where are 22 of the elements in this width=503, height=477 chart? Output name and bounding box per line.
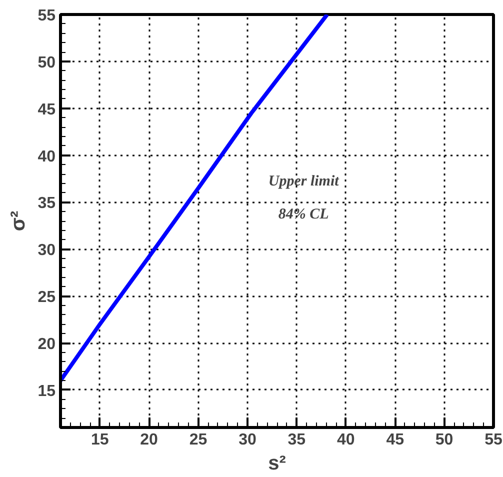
y-tick-label: 55 — [38, 8, 56, 24]
annotation: 84% CL — [278, 206, 329, 222]
y-tick-label: 45 — [38, 101, 56, 118]
x-tick-label: 45 — [386, 432, 404, 448]
x-tick-label: 40 — [336, 432, 355, 448]
y-tick-label: 20 — [38, 336, 56, 354]
x-axis-title: s² — [268, 452, 286, 474]
x-tick-label: 30 — [238, 432, 256, 448]
y-tick-label: 40 — [38, 148, 56, 166]
y-tick-label: 50 — [38, 54, 56, 72]
x-tick-label: 20 — [140, 432, 158, 448]
y-tick-label: 30 — [38, 242, 56, 260]
y-tick-label: 25 — [38, 289, 56, 306]
y-axis-title: σ² — [8, 210, 30, 232]
x-tick-label: 55 — [484, 432, 502, 448]
x-tick-label: 50 — [435, 432, 454, 448]
y-tick-label: 15 — [38, 382, 56, 400]
x-tick-label: 35 — [288, 432, 306, 448]
y-tick-label: 35 — [38, 195, 56, 212]
x-tick-label: 25 — [189, 432, 208, 448]
x-tick-label: 15 — [90, 432, 109, 448]
annotation: Upper limit — [268, 174, 340, 190]
